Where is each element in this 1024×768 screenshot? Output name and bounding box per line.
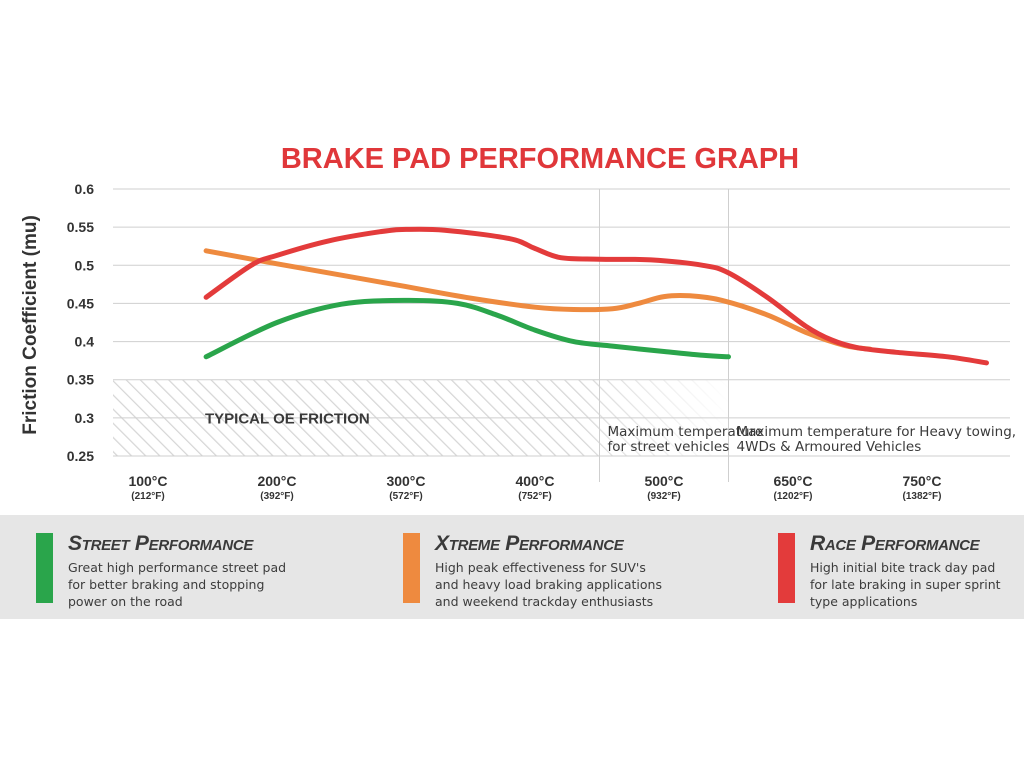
- legend-title-race: Race Performance: [810, 532, 980, 555]
- x-tick-celsius: 650°C: [773, 473, 812, 489]
- xtreme-performance-line: [203, 248, 873, 352]
- max-temp-annotation: Maximum temperature for Heavy towing, 4WD…: [737, 424, 1017, 455]
- legend-panel: Street Performance Great high performanc…: [0, 515, 1024, 619]
- legend-desc-xtreme: High peak effectiveness for SUV's and he…: [435, 560, 662, 609]
- y-tick-label: 0.3: [75, 410, 95, 426]
- y-tick-label: 0.45: [67, 295, 94, 311]
- x-tick-fahrenheit: (1202°F): [773, 491, 812, 502]
- legend-desc-street: Great high performance street pad for be…: [68, 560, 287, 609]
- legend-swatch-street: [36, 533, 53, 603]
- typical-oe-label: TYPICAL OE FRICTION: [205, 411, 370, 428]
- max-temp-annotation: Maximum temperature for street vehicles: [608, 424, 764, 455]
- x-tick-fahrenheit: (392°F): [260, 491, 293, 502]
- legend-swatch-race: [778, 533, 795, 603]
- legend-title-street: Street Performance: [68, 532, 254, 555]
- x-tick-celsius: 200°C: [257, 473, 296, 489]
- x-tick-fahrenheit: (752°F): [518, 491, 551, 502]
- brake-pad-chart: TYPICAL OE FRICTION0.60.550.50.450.40.35…: [20, 143, 1017, 502]
- x-tick-fahrenheit: (212°F): [131, 491, 164, 502]
- street-performance-line: [203, 297, 731, 360]
- y-tick-label: 0.6: [75, 181, 95, 197]
- y-tick-label: 0.5: [75, 257, 95, 273]
- chart-title: BRAKE PAD PERFORMANCE GRAPH: [281, 143, 799, 175]
- y-tick-label: 0.4: [75, 334, 95, 350]
- x-tick-celsius: 400°C: [515, 473, 554, 489]
- x-tick-celsius: 300°C: [386, 473, 425, 489]
- legend-swatch-xtreme: [403, 533, 420, 603]
- x-tick-celsius: 500°C: [644, 473, 683, 489]
- legend-title-xtreme: Xtreme Performance: [435, 532, 624, 555]
- x-tick-celsius: 750°C: [902, 473, 941, 489]
- y-tick-label: 0.55: [67, 219, 94, 235]
- y-tick-label: 0.35: [67, 372, 94, 388]
- race-performance-line: [203, 226, 989, 366]
- x-tick-fahrenheit: (1382°F): [902, 491, 941, 502]
- y-axis-label: Friction Coefficient (mu): [20, 215, 41, 435]
- legend-desc-race: High initial bite track day pad for late…: [810, 560, 1001, 609]
- x-tick-fahrenheit: (572°F): [389, 491, 422, 502]
- y-tick-label: 0.25: [67, 448, 94, 464]
- x-tick-celsius: 100°C: [128, 473, 167, 489]
- x-tick-fahrenheit: (932°F): [647, 491, 680, 502]
